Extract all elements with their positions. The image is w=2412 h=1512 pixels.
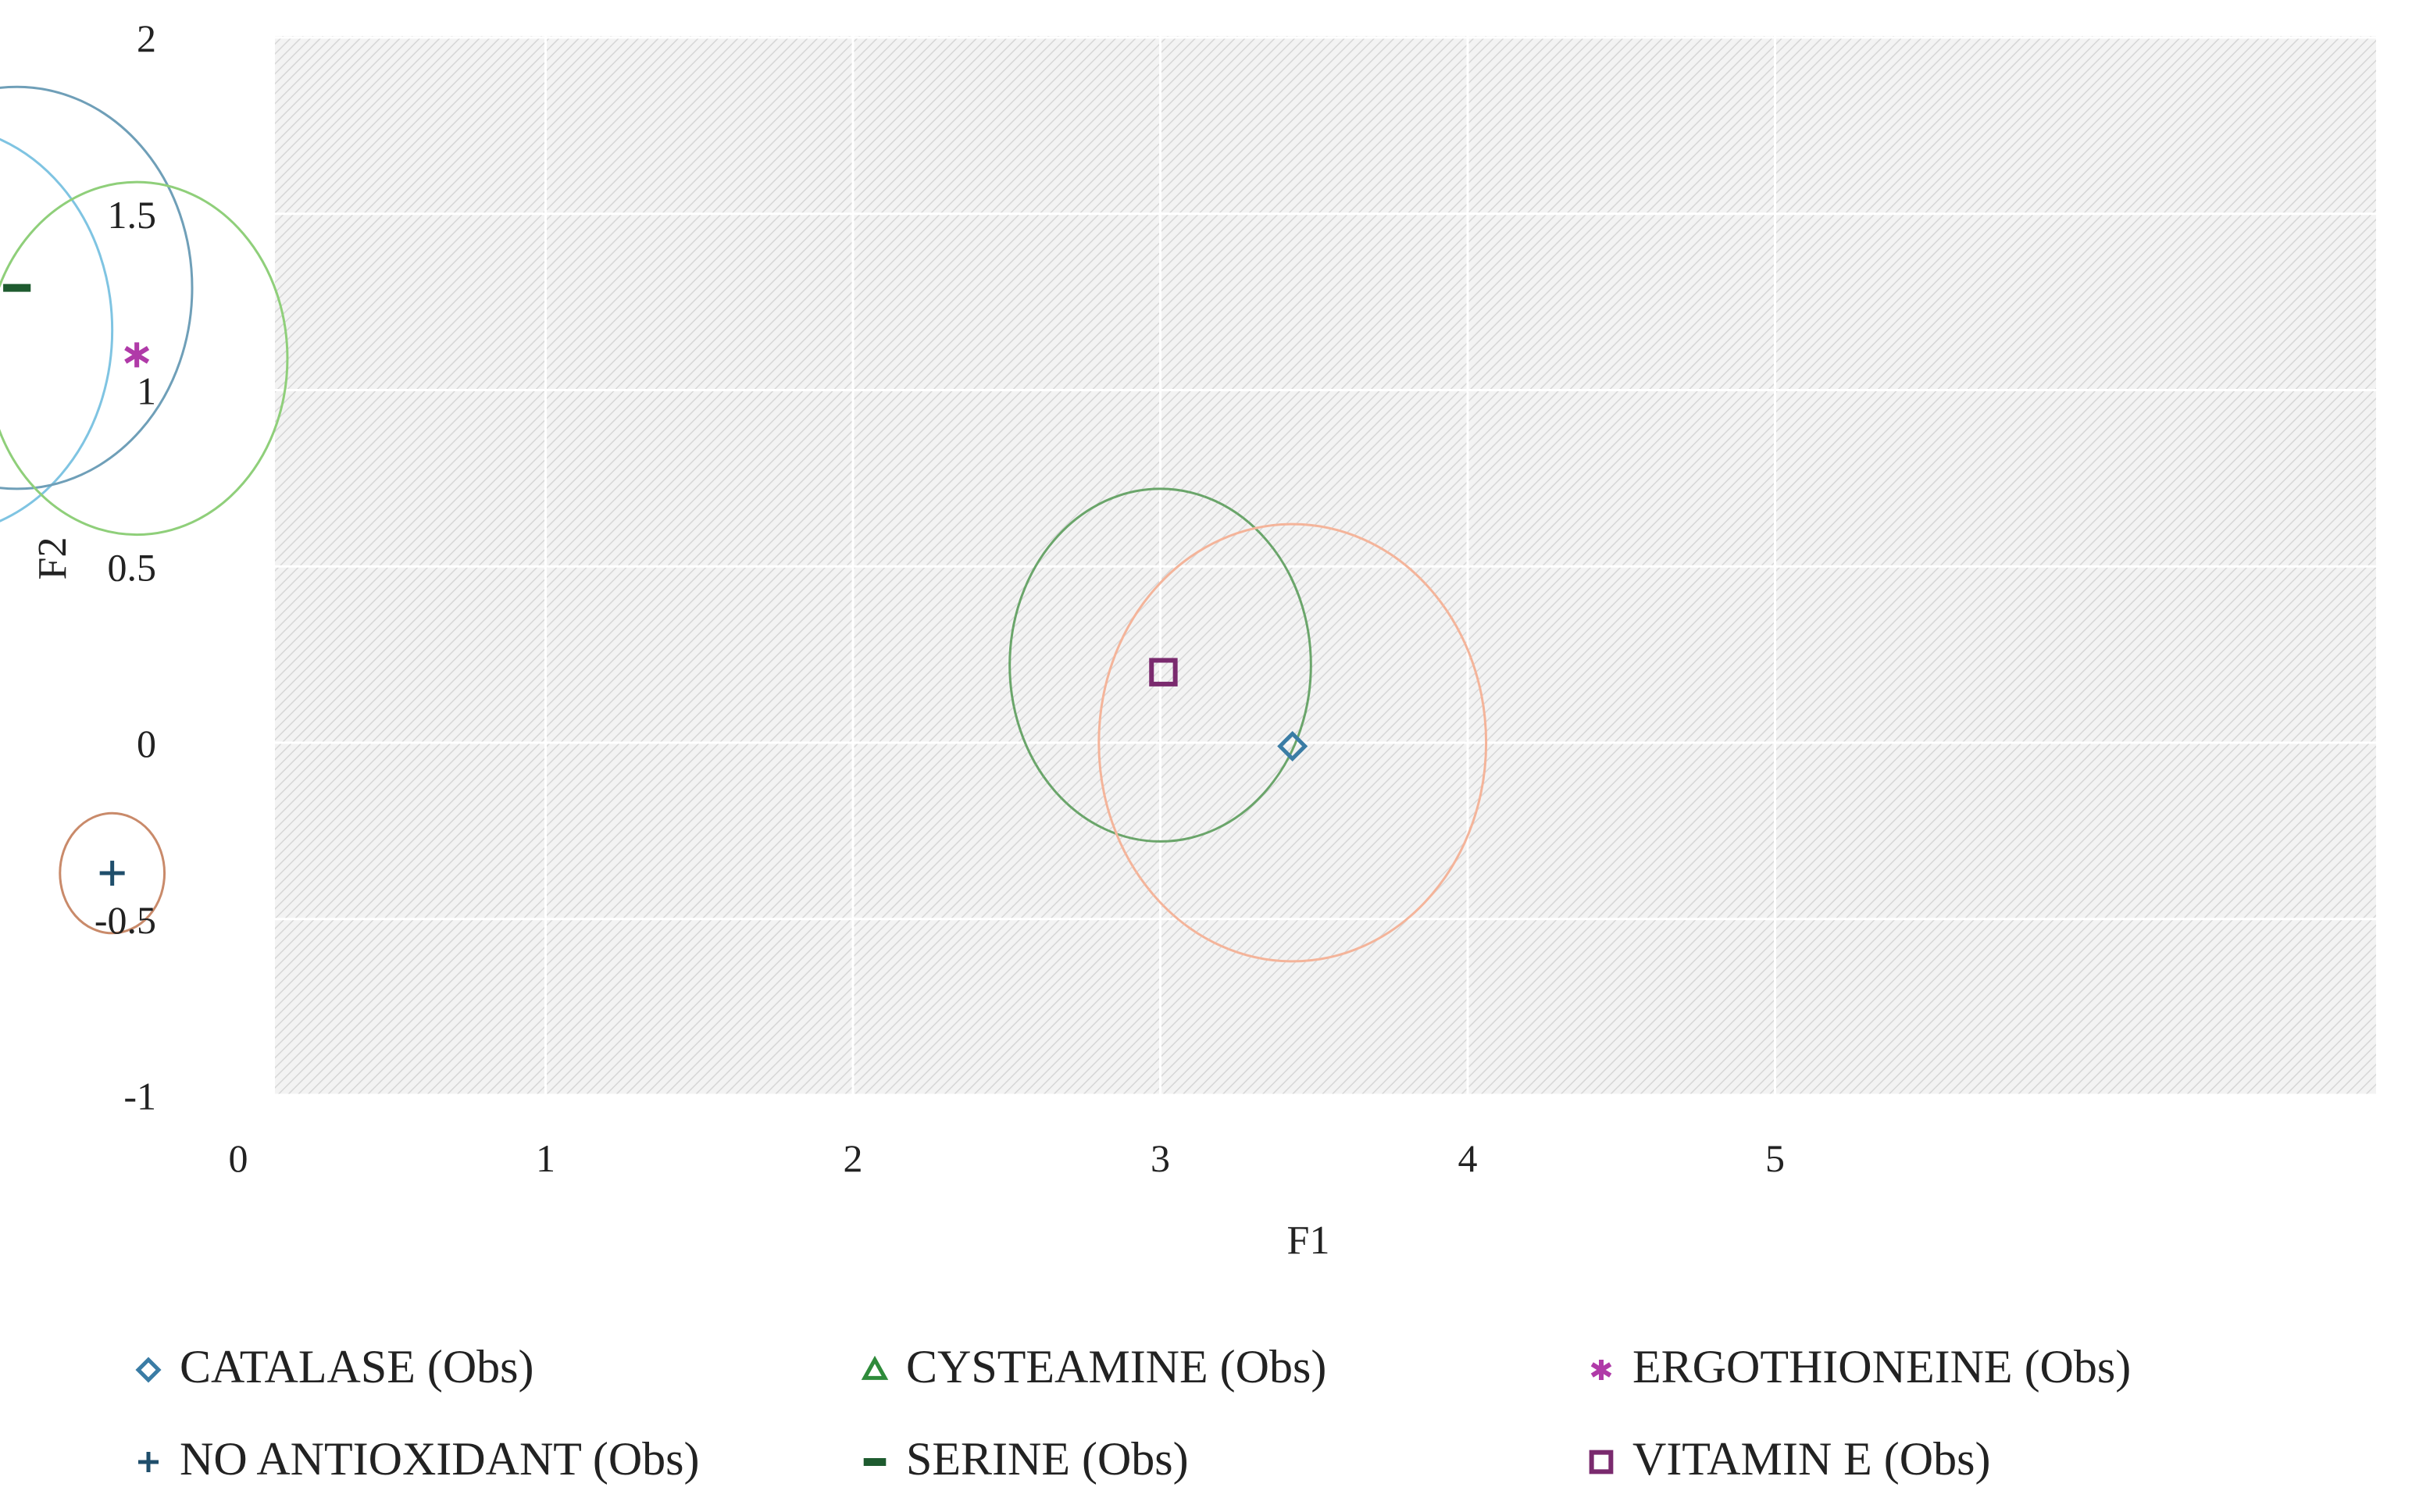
- confidence-ellipse: [1097, 522, 1488, 963]
- confidence-ellipse: [0, 85, 194, 490]
- diamond-marker: [1277, 730, 1308, 762]
- y-tick-label: -0.5: [95, 898, 156, 942]
- asterisk-marker-stroke: [1590, 1362, 1612, 1378]
- y-tick-label: 2: [137, 16, 156, 60]
- data-points: [3, 284, 1308, 886]
- legend-label: CATALASE (Obs): [180, 1341, 534, 1393]
- y-tick-label: 1.5: [108, 193, 157, 237]
- x-tick-label: 4: [1458, 1136, 1478, 1180]
- data-point: [1149, 658, 1178, 686]
- legend: CATALASE (Obs) CYSTEAMINE (Obs) ERGOTHIONE…: [135, 1341, 2131, 1485]
- diamond-marker: [135, 1357, 162, 1383]
- x-tick-label: 3: [1151, 1136, 1170, 1180]
- gridlines: [275, 36, 2376, 1097]
- y-tick-label: 1: [137, 369, 156, 413]
- y-tick-label: 0: [137, 722, 156, 765]
- legend-item: NO ANTIOXIDANT (Obs): [138, 1433, 699, 1485]
- legend-label: CYSTEAMINE (Obs): [906, 1341, 1326, 1393]
- legend-item: SERINE (Obs): [863, 1433, 1189, 1485]
- square-marker: [1589, 1450, 1614, 1475]
- square-marker: [1149, 658, 1178, 686]
- x-tick-label: 5: [1765, 1136, 1785, 1180]
- asterisk-marker-stroke: [124, 345, 150, 364]
- y-tick-label: -1: [123, 1075, 156, 1118]
- legend-item: VITAMIN E (Obs): [1589, 1433, 1990, 1485]
- legend-label: ERGOTHIONEINE (Obs): [1632, 1341, 2131, 1393]
- confidence-ellipse: [59, 811, 166, 935]
- x-tick-label: 2: [844, 1136, 863, 1180]
- data-point: [124, 342, 150, 368]
- legend-item: ERGOTHIONEINE (Obs): [1590, 1341, 2131, 1393]
- legend-item: CYSTEAMINE (Obs): [861, 1341, 1326, 1393]
- x-tick-label: 1: [536, 1136, 555, 1180]
- legend-label: NO ANTIOXIDANT (Obs): [180, 1433, 699, 1485]
- data-point: [99, 861, 125, 886]
- confidence-ellipse: [0, 137, 114, 522]
- legend-label: VITAMIN E (Obs): [1632, 1433, 1990, 1485]
- legend-item: CATALASE (Obs): [135, 1341, 534, 1393]
- confidence-ellipses: [0, 85, 1488, 963]
- triangle-marker: [861, 1355, 889, 1380]
- axis-ticks: -2-1012345-1-0.500.511.52: [95, 16, 1785, 1180]
- x-axis-label: F1: [1287, 1218, 1330, 1263]
- x-tick-label: 0: [229, 1136, 248, 1180]
- confidence-ellipse: [1008, 487, 1312, 843]
- confidence-ellipse: [0, 180, 289, 537]
- y-tick-label: 0.5: [108, 545, 157, 589]
- data-point: [1277, 730, 1308, 762]
- y-axis-label: F2: [30, 537, 75, 580]
- legend-label: SERINE (Obs): [906, 1433, 1189, 1485]
